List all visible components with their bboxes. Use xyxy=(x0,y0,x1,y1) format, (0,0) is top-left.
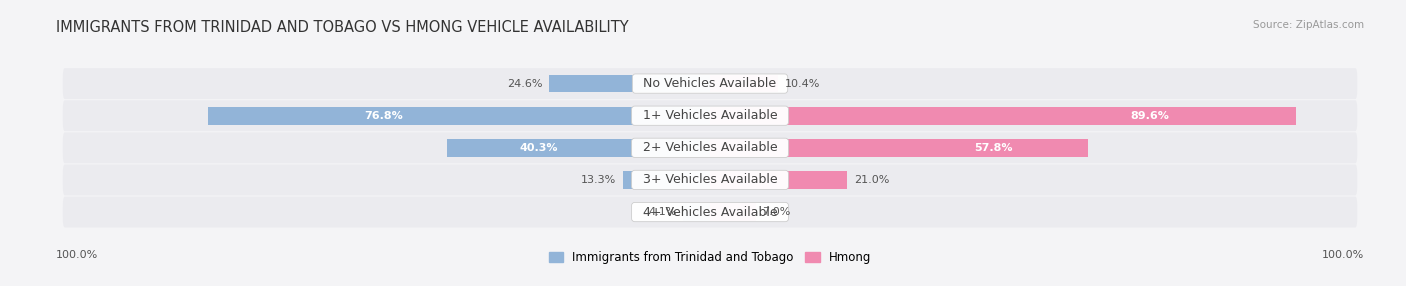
Text: 13.3%: 13.3% xyxy=(581,175,617,185)
Text: 21.0%: 21.0% xyxy=(853,175,889,185)
Text: 3+ Vehicles Available: 3+ Vehicles Available xyxy=(634,173,786,186)
Text: 89.6%: 89.6% xyxy=(1130,111,1168,121)
Bar xyxy=(623,171,710,189)
Text: 2+ Vehicles Available: 2+ Vehicles Available xyxy=(634,141,786,154)
Text: 4+ Vehicles Available: 4+ Vehicles Available xyxy=(634,206,786,219)
FancyBboxPatch shape xyxy=(63,100,1357,131)
Text: 24.6%: 24.6% xyxy=(508,79,543,89)
Text: 100.0%: 100.0% xyxy=(56,250,98,260)
Text: 10.4%: 10.4% xyxy=(785,79,820,89)
Bar xyxy=(208,107,710,124)
Bar xyxy=(550,75,710,92)
Bar xyxy=(710,139,1088,157)
Text: 4.1%: 4.1% xyxy=(648,207,676,217)
FancyBboxPatch shape xyxy=(63,68,1357,99)
FancyBboxPatch shape xyxy=(63,197,1357,227)
Text: 7.0%: 7.0% xyxy=(762,207,790,217)
FancyBboxPatch shape xyxy=(63,132,1357,163)
Bar xyxy=(683,203,710,221)
Bar xyxy=(710,171,848,189)
Text: 57.8%: 57.8% xyxy=(974,143,1012,153)
Bar xyxy=(447,139,710,157)
Text: Source: ZipAtlas.com: Source: ZipAtlas.com xyxy=(1253,20,1364,30)
FancyBboxPatch shape xyxy=(63,164,1357,195)
Text: 1+ Vehicles Available: 1+ Vehicles Available xyxy=(634,109,786,122)
Text: IMMIGRANTS FROM TRINIDAD AND TOBAGO VS HMONG VEHICLE AVAILABILITY: IMMIGRANTS FROM TRINIDAD AND TOBAGO VS H… xyxy=(56,20,628,35)
Text: 40.3%: 40.3% xyxy=(520,143,558,153)
Legend: Immigrants from Trinidad and Tobago, Hmong: Immigrants from Trinidad and Tobago, Hmo… xyxy=(544,247,876,269)
Bar xyxy=(710,75,778,92)
Text: 76.8%: 76.8% xyxy=(364,111,404,121)
Text: No Vehicles Available: No Vehicles Available xyxy=(636,77,785,90)
Bar xyxy=(710,203,756,221)
Bar xyxy=(710,107,1296,124)
Text: 100.0%: 100.0% xyxy=(1322,250,1364,260)
